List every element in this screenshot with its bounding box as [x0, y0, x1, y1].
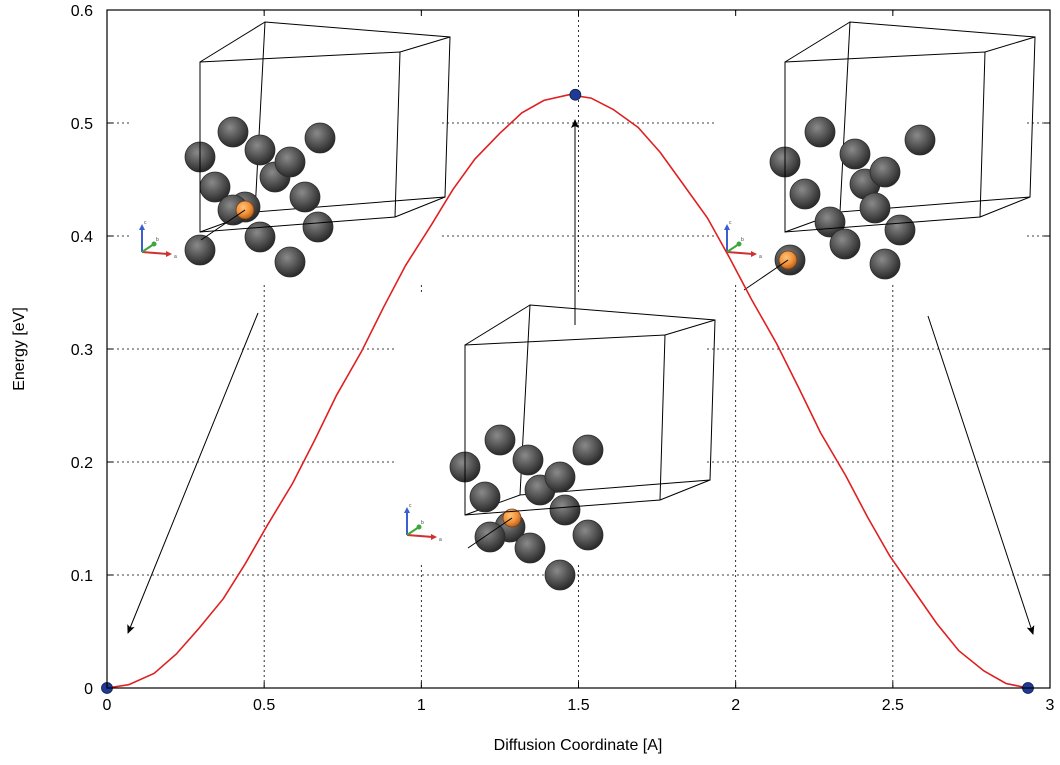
tick-layer: 0 0.5 1 1.5 2 2.5 3 0 0.1 0.2 0.3 0.4 0.5 0.6: [71, 3, 1055, 714]
axis-triad: c b a: [139, 220, 177, 260]
atom: [544, 559, 576, 591]
atom: [274, 146, 306, 178]
triad-a-head: [166, 251, 172, 257]
arrow-to-final-state: [927, 315, 1035, 635]
inset-background: [715, 12, 1025, 282]
x-tick-label: 2.5: [882, 697, 904, 714]
annotation-arrows: [127, 119, 1035, 635]
triad-a-head: [431, 534, 437, 540]
y-tick-label: 0.2: [71, 455, 93, 472]
x-tick-label: 3: [1046, 697, 1055, 714]
y-tick-label: 0.6: [71, 3, 93, 20]
y-tick-label: 0.5: [71, 116, 93, 133]
inset-final-structure: c b a: [715, 12, 1036, 291]
x-tick-label: 0.5: [253, 697, 275, 714]
x-tick-label: 0: [103, 697, 112, 714]
atom: [304, 122, 336, 154]
triad-b-head: [416, 524, 422, 530]
energy-curve: [106, 93, 1029, 689]
inset-background: [130, 12, 440, 282]
triad-a-axis: [141, 251, 169, 255]
inset-background: [395, 295, 705, 565]
cube-edge: [659, 479, 711, 501]
atom: [469, 481, 501, 513]
cube-edge: [664, 319, 716, 336]
atom: [829, 228, 861, 260]
series-layer: [106, 93, 1029, 689]
triad-a-label: a: [759, 254, 762, 260]
x-tick-label: 1: [417, 697, 426, 714]
triad-c-label: c: [144, 220, 147, 226]
triad-c-head: [724, 224, 730, 230]
triad-a-label: a: [174, 254, 177, 260]
atom: [549, 494, 581, 526]
y-tick-label: 0: [84, 681, 93, 698]
triad-b-label: b: [156, 237, 159, 243]
atom: [859, 192, 891, 224]
cube-edge: [199, 21, 266, 63]
cube-edge: [399, 36, 451, 53]
atom: [869, 248, 901, 280]
atom: [544, 461, 576, 493]
triad-a-axis: [726, 251, 754, 255]
cube-edge: [464, 304, 531, 346]
atom: [839, 138, 871, 170]
triad-c-head: [404, 507, 410, 513]
atom: [572, 434, 604, 466]
atom: [184, 234, 216, 266]
cube-edge: [984, 36, 1036, 53]
cube-diagonal: [200, 209, 246, 241]
atom: [512, 444, 544, 476]
state-marker: [569, 88, 582, 101]
structure-insets: c b a c b a c b a: [130, 12, 1036, 591]
y-tick-label: 0.3: [71, 342, 93, 359]
atom: [789, 178, 821, 210]
triad-b-label: b: [421, 520, 424, 526]
cube-front-face: [464, 334, 666, 516]
atom: [514, 532, 546, 564]
cube-edge: [979, 196, 1031, 218]
triad-b-head: [151, 241, 157, 247]
triad-c-head: [139, 224, 145, 230]
atom: [289, 181, 321, 213]
inset-transition-structure: c b a: [395, 295, 716, 591]
axis-triad: c b a: [404, 503, 442, 543]
cube-edge: [394, 196, 446, 218]
cube-diagonal: [743, 259, 789, 291]
atom: [244, 221, 276, 253]
triad-b-label: b: [741, 237, 744, 243]
atom: [869, 156, 901, 188]
triad-b-head: [736, 241, 742, 247]
x-tick-label: 2: [731, 697, 740, 714]
atom: [217, 116, 249, 148]
x-tick-label: 1.5: [567, 697, 589, 714]
atom: [884, 214, 916, 246]
atom: [474, 521, 506, 553]
atom: [484, 424, 516, 456]
y-tick-label: 0.1: [71, 568, 93, 585]
atom: [804, 116, 836, 148]
triad-a-axis: [406, 534, 434, 538]
atom: [274, 246, 306, 278]
x-axis-label: Diffusion Coordinate [A]: [494, 737, 663, 754]
triad-a-head: [751, 251, 757, 257]
triad-c-label: c: [729, 220, 732, 226]
inset-initial-structure: c b a: [130, 12, 451, 282]
y-axis-label: Energy [eV]: [11, 307, 28, 391]
y-tick-label: 0.4: [71, 229, 93, 246]
cube-edge: [784, 21, 851, 63]
atom: [302, 211, 334, 243]
cube-front-face: [784, 51, 986, 233]
triad-a-label: a: [439, 537, 442, 543]
atom: [572, 519, 604, 551]
arrow-to-initial-state: [127, 312, 259, 634]
atom: [904, 124, 936, 156]
atom: [244, 134, 276, 166]
cube-front-face: [199, 51, 401, 233]
triad-c-label: c: [409, 503, 412, 509]
axis-triad: c b a: [724, 220, 762, 260]
cube-diagonal: [467, 517, 513, 549]
